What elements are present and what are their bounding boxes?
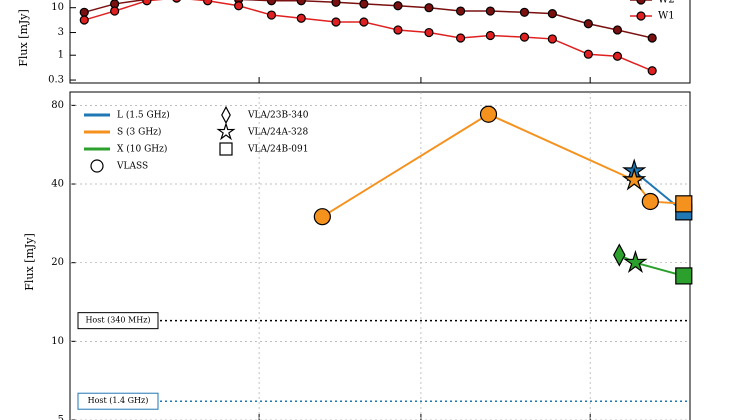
data-point — [547, 34, 557, 44]
data-point — [519, 32, 530, 42]
legend-marker — [90, 159, 104, 173]
legend-label: X (10 GHz) — [117, 144, 167, 155]
y-axis-label: Flux [mJy] — [17, 9, 30, 67]
data-point — [110, 6, 120, 16]
legend-label: VLASS — [116, 162, 148, 172]
series-line — [321, 113, 684, 218]
data-point — [266, 10, 277, 20]
host-label: Host (340 MHz) — [85, 316, 150, 325]
data-point — [647, 33, 657, 43]
data-point — [485, 30, 495, 41]
y-tick-label: 10 — [51, 2, 64, 13]
data-point — [203, 0, 213, 6]
data-point — [331, 0, 341, 7]
legend-marker — [636, 0, 646, 5]
legend-label: VLA/24A-328 — [247, 128, 308, 138]
legend-marker — [636, 11, 646, 21]
data-point — [623, 249, 648, 274]
bottom-frame — [69, 91, 691, 420]
data-point — [424, 27, 434, 38]
data-point — [583, 49, 593, 59]
legend-label: W1 — [658, 11, 675, 22]
data-point — [79, 15, 89, 25]
data-point — [424, 3, 434, 13]
legend-label: VLA/23B-340 — [247, 111, 309, 121]
data-point — [456, 6, 466, 16]
y-tick-label: 5 — [58, 415, 64, 420]
data-point — [485, 6, 495, 16]
data-point — [393, 25, 403, 35]
data-point — [641, 192, 659, 211]
data-point — [479, 105, 498, 123]
data-point — [234, 1, 244, 11]
data-point — [675, 195, 693, 213]
data-point — [647, 66, 657, 76]
host-label-box — [77, 392, 159, 410]
y-tick-label: 3 — [58, 27, 64, 38]
y-tick-label: 1 — [58, 50, 64, 61]
data-point — [313, 208, 331, 226]
data-point — [547, 9, 557, 19]
data-point — [393, 1, 403, 11]
data-point — [359, 17, 369, 27]
data-point — [613, 243, 626, 267]
legend-marker — [219, 142, 233, 156]
data-point — [612, 51, 623, 61]
legend-label: VLA/24B-091 — [247, 145, 308, 155]
y-tick-label: 80 — [51, 100, 64, 111]
legend-label: S (3 GHz) — [117, 127, 161, 138]
y-tick-label: 20 — [51, 257, 64, 268]
data-point — [519, 7, 530, 17]
host-label-box — [77, 312, 159, 330]
data-point — [142, 0, 152, 6]
data-point — [612, 25, 623, 35]
y-tick-label: 40 — [51, 179, 64, 190]
data-point — [359, 0, 369, 9]
series-line — [618, 254, 685, 277]
data-point — [583, 19, 593, 29]
legend-label: L (1.5 GHz) — [117, 110, 170, 121]
legend-marker — [216, 121, 236, 141]
data-point — [172, 0, 181, 3]
data-point — [296, 0, 306, 6]
data-point — [296, 13, 306, 23]
y-tick-label: 10 — [51, 336, 64, 347]
data-point — [622, 167, 647, 191]
y-axis-label: Flux [mJy] — [23, 233, 36, 291]
legend-label: W2 — [658, 0, 675, 6]
data-point — [456, 33, 466, 43]
y-tick-label: 0.3 — [48, 75, 64, 86]
series-line — [84, 0, 653, 72]
data-point — [675, 267, 693, 285]
legend-marker — [221, 105, 231, 125]
data-point — [331, 17, 341, 27]
data-point — [79, 7, 89, 17]
host-label: Host (1.4 GHz) — [88, 396, 149, 405]
data-point — [266, 0, 277, 6]
series-line — [84, 0, 653, 39]
top-frame — [69, 0, 691, 84]
